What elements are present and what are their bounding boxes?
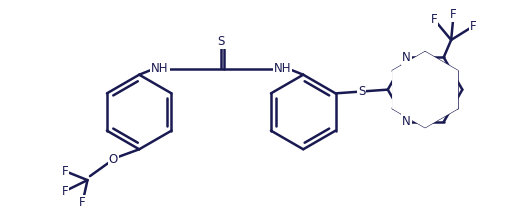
Text: S: S: [218, 35, 225, 48]
Text: F: F: [62, 165, 68, 178]
Text: S: S: [358, 85, 365, 98]
Text: F: F: [62, 185, 68, 198]
Text: NH: NH: [274, 62, 291, 75]
Text: F: F: [79, 196, 86, 209]
Polygon shape: [393, 52, 457, 127]
Text: N: N: [402, 115, 411, 128]
Text: F: F: [450, 8, 457, 21]
Text: O: O: [109, 153, 118, 166]
Text: N: N: [402, 51, 411, 64]
Text: F: F: [470, 19, 477, 32]
Text: NH: NH: [151, 62, 169, 75]
Text: F: F: [431, 13, 437, 26]
